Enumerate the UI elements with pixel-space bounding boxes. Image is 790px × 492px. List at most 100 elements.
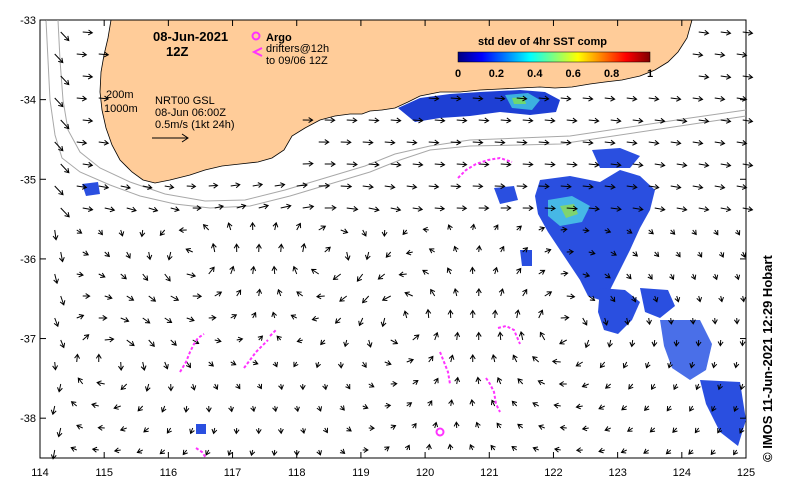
current-arrow xyxy=(676,117,688,124)
current-arrow xyxy=(302,204,315,210)
current-arrow xyxy=(691,229,697,236)
current-arrow xyxy=(676,162,688,168)
y-tick-label: -38 xyxy=(20,413,36,425)
current-arrow xyxy=(695,339,702,347)
current-arrow xyxy=(476,245,482,253)
current-arrow xyxy=(714,51,726,58)
current-arrow xyxy=(692,184,704,190)
current-arrow xyxy=(272,405,278,413)
current-arrow xyxy=(70,401,78,407)
current-arrow xyxy=(511,445,518,452)
current-arrow xyxy=(290,314,297,320)
current-arrow xyxy=(736,184,748,190)
current-arrow xyxy=(120,317,130,323)
current-arrow xyxy=(539,331,546,341)
current-arrow xyxy=(54,141,64,152)
current-arrow xyxy=(551,358,561,365)
current-arrow xyxy=(496,376,503,385)
current-arrow xyxy=(712,273,719,281)
product-label: NRT00 GSL xyxy=(155,95,215,107)
current-arrow xyxy=(434,161,446,168)
current-arrow xyxy=(553,446,561,453)
map-hour: 12Z xyxy=(166,44,188,59)
sst-patches xyxy=(82,90,746,446)
current-arrow xyxy=(604,139,616,146)
current-arrow xyxy=(522,205,534,212)
current-arrow xyxy=(447,224,453,231)
current-arrow xyxy=(469,266,476,275)
current-arrow xyxy=(361,295,370,304)
current-arrow xyxy=(296,337,303,344)
current-arrow xyxy=(654,117,666,124)
current-arrow xyxy=(142,317,151,324)
y-tick-label: -33 xyxy=(20,15,36,27)
current-arrow xyxy=(368,382,375,388)
current-arrow xyxy=(186,316,195,323)
current-vectors xyxy=(50,29,754,460)
current-arrow xyxy=(76,184,88,190)
current-arrow xyxy=(647,273,653,280)
current-arrow xyxy=(559,424,567,431)
colorbar-tick-label: 0.6 xyxy=(566,68,581,80)
current-arrow xyxy=(538,183,550,190)
current-arrow xyxy=(164,183,175,190)
current-arrow xyxy=(384,446,390,452)
current-arrow xyxy=(607,339,613,348)
current-arrow xyxy=(632,206,644,212)
current-arrow xyxy=(161,405,167,413)
current-arrow xyxy=(167,383,174,392)
current-arrow xyxy=(334,317,342,324)
current-arrow xyxy=(346,426,352,432)
current-arrow xyxy=(398,271,407,278)
current-arrow xyxy=(500,161,512,168)
current-arrow xyxy=(673,383,679,391)
current-arrow xyxy=(544,291,553,297)
current-arrow xyxy=(318,139,330,145)
current-arrow xyxy=(406,183,418,190)
current-arrow xyxy=(478,205,490,211)
current-arrow xyxy=(717,383,723,391)
current-arrow xyxy=(339,448,346,455)
current-arrow xyxy=(456,161,468,168)
current-arrow xyxy=(98,51,110,58)
current-arrow xyxy=(648,184,660,190)
current-arrow xyxy=(670,139,682,146)
current-arrow xyxy=(236,336,244,343)
current-arrow xyxy=(475,376,482,385)
current-arrow xyxy=(575,361,583,367)
current-arrow xyxy=(339,295,348,302)
current-arrow xyxy=(159,449,166,455)
current-arrow xyxy=(296,291,304,297)
current-arrow xyxy=(588,295,596,301)
current-arrow xyxy=(610,206,622,212)
colorbar-title: std dev of 4hr SST comp xyxy=(478,36,607,48)
current-arrow xyxy=(560,270,569,277)
current-arrow xyxy=(490,399,497,407)
current-arrow xyxy=(230,360,237,366)
current-arrow xyxy=(316,293,325,300)
current-arrow xyxy=(159,229,166,236)
current-arrow xyxy=(544,205,556,212)
drifter-legend-icon xyxy=(251,47,263,57)
current-arrow xyxy=(316,405,323,412)
current-arrow xyxy=(711,405,717,412)
current-arrow xyxy=(575,403,583,410)
current-arrow xyxy=(226,222,233,231)
current-arrow xyxy=(120,383,128,391)
current-arrow xyxy=(185,247,193,254)
current-arrow xyxy=(434,117,446,124)
current-arrow xyxy=(60,207,70,218)
current-arrow xyxy=(588,249,596,256)
current-arrow xyxy=(537,379,545,386)
current-arrow xyxy=(498,288,505,297)
current-arrow xyxy=(736,51,748,58)
current-arrow xyxy=(82,29,94,36)
current-arrow xyxy=(428,95,440,102)
current-arrow xyxy=(688,449,694,455)
current-arrow xyxy=(77,377,84,385)
current-arrow xyxy=(364,251,371,261)
current-arrow xyxy=(742,118,754,124)
current-arrow xyxy=(538,269,546,275)
current-arrow xyxy=(651,339,658,348)
current-arrow xyxy=(294,405,300,413)
